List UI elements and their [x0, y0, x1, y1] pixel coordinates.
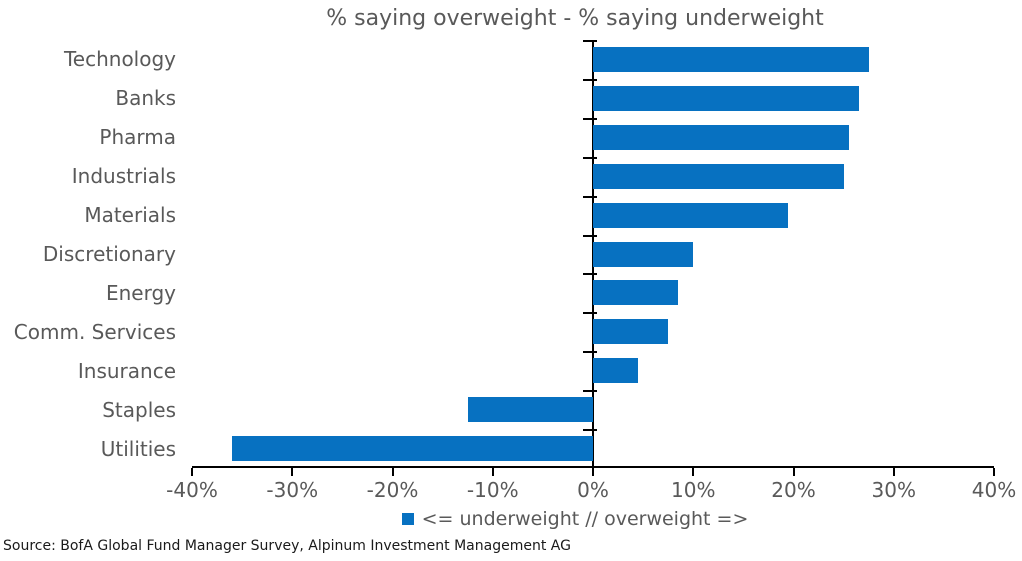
category-label: Energy: [105, 280, 176, 305]
category-label: Banks: [115, 86, 176, 111]
y-axis-tick: [583, 273, 597, 276]
source-note: Source: BofA Global Fund Manager Survey,…: [3, 538, 571, 554]
bar-technology: [593, 46, 869, 72]
y-axis-tick: [583, 429, 597, 432]
y-axis-tick: [583, 466, 597, 468]
bar-staples: [467, 397, 593, 423]
category-label: Utilities: [100, 436, 176, 461]
y-axis-tick: [583, 78, 597, 81]
legend-swatch-icon: [401, 513, 414, 525]
y-axis-tick: [583, 40, 597, 42]
bar-insurance: [593, 358, 639, 384]
bar-materials: [593, 202, 789, 228]
x-axis-tick: [191, 468, 193, 476]
category-label: Technology: [63, 47, 176, 72]
x-axis-tick: [993, 468, 995, 476]
y-axis-tick: [583, 156, 597, 159]
category-label: Insurance: [77, 358, 176, 383]
x-axis-tick: [592, 468, 594, 476]
category-label: Industrials: [71, 164, 176, 189]
legend: <= underweight // overweight =>: [150, 508, 1000, 530]
x-axis-tick: [692, 468, 695, 476]
x-axis-tick-label: 40%: [971, 478, 1017, 502]
bar-banks: [593, 85, 859, 111]
x-axis-tick: [291, 468, 294, 476]
x-axis-tick: [491, 468, 494, 476]
category-label: Staples: [102, 397, 176, 422]
x-axis-tick-label: 10%: [671, 478, 716, 502]
y-axis-tick: [583, 195, 597, 198]
x-axis-tick: [892, 468, 895, 476]
x-axis-tick-label: -40%: [166, 478, 218, 502]
bar-discretionary: [593, 241, 694, 267]
bar-energy: [593, 280, 679, 306]
y-axis-tick: [583, 234, 597, 237]
x-axis-tick: [391, 468, 394, 476]
bar-comm-services: [593, 319, 669, 345]
y-axis-tick: [583, 312, 597, 315]
bar-utilities: [232, 436, 593, 462]
x-axis-tick: [792, 468, 795, 476]
category-label: Materials: [84, 203, 176, 228]
category-axis: Technology Banks Pharma Industrials Material…: [0, 40, 176, 468]
bar-industrials: [593, 163, 844, 189]
x-axis-tick-label: -10%: [466, 478, 519, 502]
x-axis-tick-label: 20%: [771, 478, 816, 502]
x-axis-tick-label: 30%: [871, 478, 916, 502]
y-axis-tick: [583, 351, 597, 354]
category-label: Comm. Services: [13, 319, 176, 344]
y-axis-tick: [583, 390, 597, 393]
x-axis-tick-label: 0%: [577, 478, 609, 502]
chart-title: % saying overweight - % saying underweig…: [326, 6, 824, 31]
legend-label: <= underweight // overweight =>: [421, 508, 749, 530]
bar-pharma: [593, 124, 849, 150]
x-axis-tick-label: -30%: [266, 478, 319, 502]
plot-area: -40% -30% -20% -10% 0% 10% 20% 30% 40%: [166, 40, 1016, 502]
x-axis-tick-label: -20%: [366, 478, 419, 502]
category-label: Discretionary: [42, 241, 176, 266]
y-axis-tick: [583, 117, 597, 120]
category-label: Pharma: [99, 125, 176, 150]
